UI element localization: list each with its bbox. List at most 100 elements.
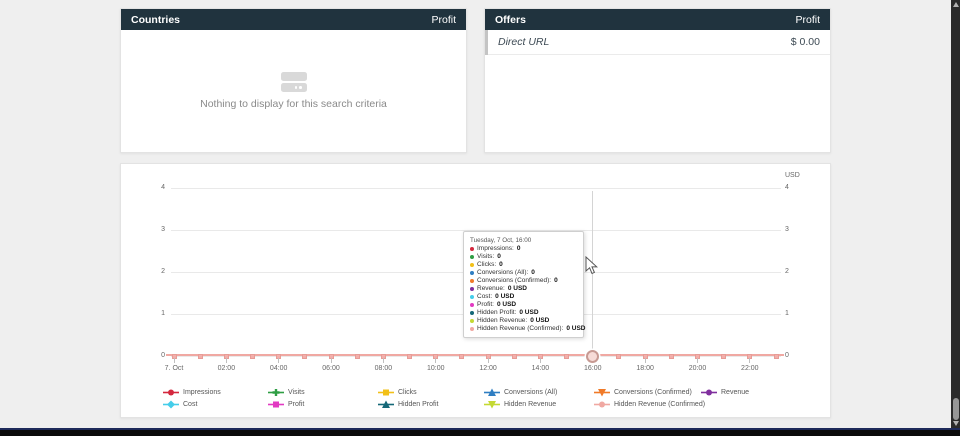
tooltip-item: Hidden Revenue (Confirmed): 0 USD (470, 325, 586, 333)
legend-item-profit[interactable]: Profit (268, 399, 304, 409)
x-axis-label: 04:00 (269, 365, 288, 372)
tooltip-item-label: Profit: (477, 301, 494, 308)
countries-empty-message: Nothing to display for this search crite… (200, 98, 387, 110)
legend-item-label: Hidden Revenue (504, 400, 557, 408)
offers-list: Direct URL $ 0.00 (485, 30, 830, 152)
legend-item-hidden-revenue[interactable]: Hidden Revenue (484, 399, 556, 409)
window-bottom-edge (0, 428, 960, 436)
tooltip-item: Conversions (All): 0 (470, 269, 577, 277)
tooltip-series-dot-icon (470, 279, 474, 283)
countries-profit-column-label: Profit (431, 13, 456, 26)
scrollbar-down-arrow-icon[interactable] (952, 421, 959, 426)
x-axis-tick (696, 358, 698, 363)
tooltip-item-label: Conversions (Confirmed): (477, 277, 552, 284)
legend-item-conversions-confirmed[interactable]: Conversions (Confirmed) (594, 387, 692, 397)
x-axis-tick (382, 358, 384, 363)
x-axis-label: 20:00 (688, 365, 707, 372)
y-axis-unit-label: USD (785, 172, 800, 179)
data-point-marker (302, 353, 308, 359)
x-axis-label: 7. Oct (164, 365, 184, 372)
countries-panel: Countries Profit Nothing to display for … (120, 8, 467, 153)
data-point-marker (511, 353, 517, 359)
tooltip-item-label: Conversions (All): (477, 269, 529, 276)
timeseries-chart[interactable]: USD Tuesday, 7 Oct, 16:00 Impressions: 0… (121, 164, 832, 419)
offers-list-scrollbar[interactable] (485, 30, 488, 55)
plus-marker-icon (268, 388, 284, 397)
chart-tooltip: Tuesday, 7 Oct, 16:00 Impressions: 0 Visi… (463, 231, 586, 338)
y-axis-tick-left: 3 (161, 226, 165, 233)
square-marker-icon (378, 388, 394, 397)
tooltip-series-dot-icon (470, 295, 474, 299)
x-axis-label: 16:00 (584, 365, 602, 372)
offer-row-direct-url[interactable]: Direct URL $ 0.00 (485, 30, 830, 55)
tooltip-series-dot-icon (470, 263, 474, 267)
legend-item-visits[interactable]: Visits (268, 387, 305, 397)
data-point-marker (459, 353, 465, 359)
series-line (166, 354, 784, 356)
data-point-marker (773, 353, 779, 359)
hovered-data-point[interactable] (586, 349, 600, 363)
tooltip-item: Impressions: 0 (470, 245, 577, 253)
y-axis-tick-left: 1 (161, 310, 165, 317)
triangle-up-marker-icon (378, 400, 394, 409)
legend-item-label: Conversions (Confirmed) (614, 388, 692, 396)
tooltip-item-label: Clicks: (477, 261, 497, 268)
page-vertical-scrollbar[interactable] (951, 0, 960, 429)
legend-item-hidden-profit[interactable]: Hidden Profit (378, 399, 438, 409)
tooltip-item-value: 0 USD (566, 325, 586, 332)
diamond-marker-icon (163, 400, 179, 409)
triangle-up-marker-icon (484, 388, 500, 397)
y-axis-tick-right: 0 (785, 352, 789, 359)
tooltip-item-label: Visits: (477, 253, 495, 260)
data-point-marker (721, 353, 727, 359)
data-point-marker (407, 353, 413, 359)
tooltip-series-dot-icon (470, 271, 474, 275)
tooltip-title: Tuesday, 7 Oct, 16:00 (470, 237, 532, 244)
tooltip-series-dot-icon (470, 303, 474, 307)
data-point-marker (197, 353, 203, 359)
tooltip-item: Clicks: 0 (470, 261, 577, 269)
x-axis-tick (435, 358, 437, 363)
tooltip-series-dot-icon (470, 319, 474, 323)
tooltip-series-dot-icon (470, 327, 474, 331)
x-axis-tick (225, 358, 227, 363)
legend-item-clicks[interactable]: Clicks (378, 387, 417, 397)
x-axis-tick (173, 358, 175, 363)
tooltip-item-label: Cost: (477, 293, 493, 300)
x-axis-label: 06:00 (322, 365, 340, 372)
x-axis-label: 18:00 (636, 365, 654, 372)
legend-item-label: Clicks (398, 388, 417, 396)
legend-item-hidden-revenue-confirmed[interactable]: Hidden Revenue (Confirmed) (594, 399, 705, 409)
tooltip-item: Profit: 0 USD (470, 301, 577, 309)
y-axis-tick-left: 0 (161, 352, 165, 359)
legend-item-impressions[interactable]: Impressions (163, 387, 221, 397)
scrollbar-thumb[interactable] (952, 398, 959, 420)
tooltip-item-value: 0 (554, 277, 558, 284)
tooltip-series-dot-icon (470, 287, 474, 291)
empty-list-icon (280, 72, 307, 93)
legend-item-revenue[interactable]: Revenue (701, 387, 749, 397)
square-marker-icon (268, 400, 284, 409)
x-axis-label: 02:00 (217, 365, 236, 372)
tooltip-item-value: 0 USD (519, 309, 539, 316)
legend-item-label: Hidden Revenue (Confirmed) (614, 400, 706, 408)
legend-item-cost[interactable]: Cost (163, 399, 197, 409)
gridline (171, 230, 781, 231)
y-axis-tick-left: 4 (161, 184, 165, 191)
y-axis-tick-right: 4 (785, 184, 789, 191)
chart-panel: USD Tuesday, 7 Oct, 16:00 Impressions: 0… (120, 163, 831, 418)
tooltip-item-label: Hidden Revenue: (477, 317, 528, 324)
x-axis-tick (539, 358, 541, 363)
data-point-marker (250, 353, 256, 359)
tooltip-item-label: Revenue: (477, 285, 505, 292)
legend-item-label: Revenue (721, 388, 750, 396)
tooltip-item-label: Hidden Profit: (477, 309, 517, 316)
offers-panel-title: Offers (495, 13, 526, 26)
legend-item-conversions-all[interactable]: Conversions (All) (484, 387, 557, 397)
tooltip-item-value: 0 (499, 261, 503, 268)
scrollbar-up-arrow-icon[interactable] (952, 2, 959, 7)
tooltip-item-value: 0 (516, 245, 521, 252)
tooltip-item: Visits: 0 (470, 253, 577, 261)
x-axis-tick (487, 358, 489, 363)
